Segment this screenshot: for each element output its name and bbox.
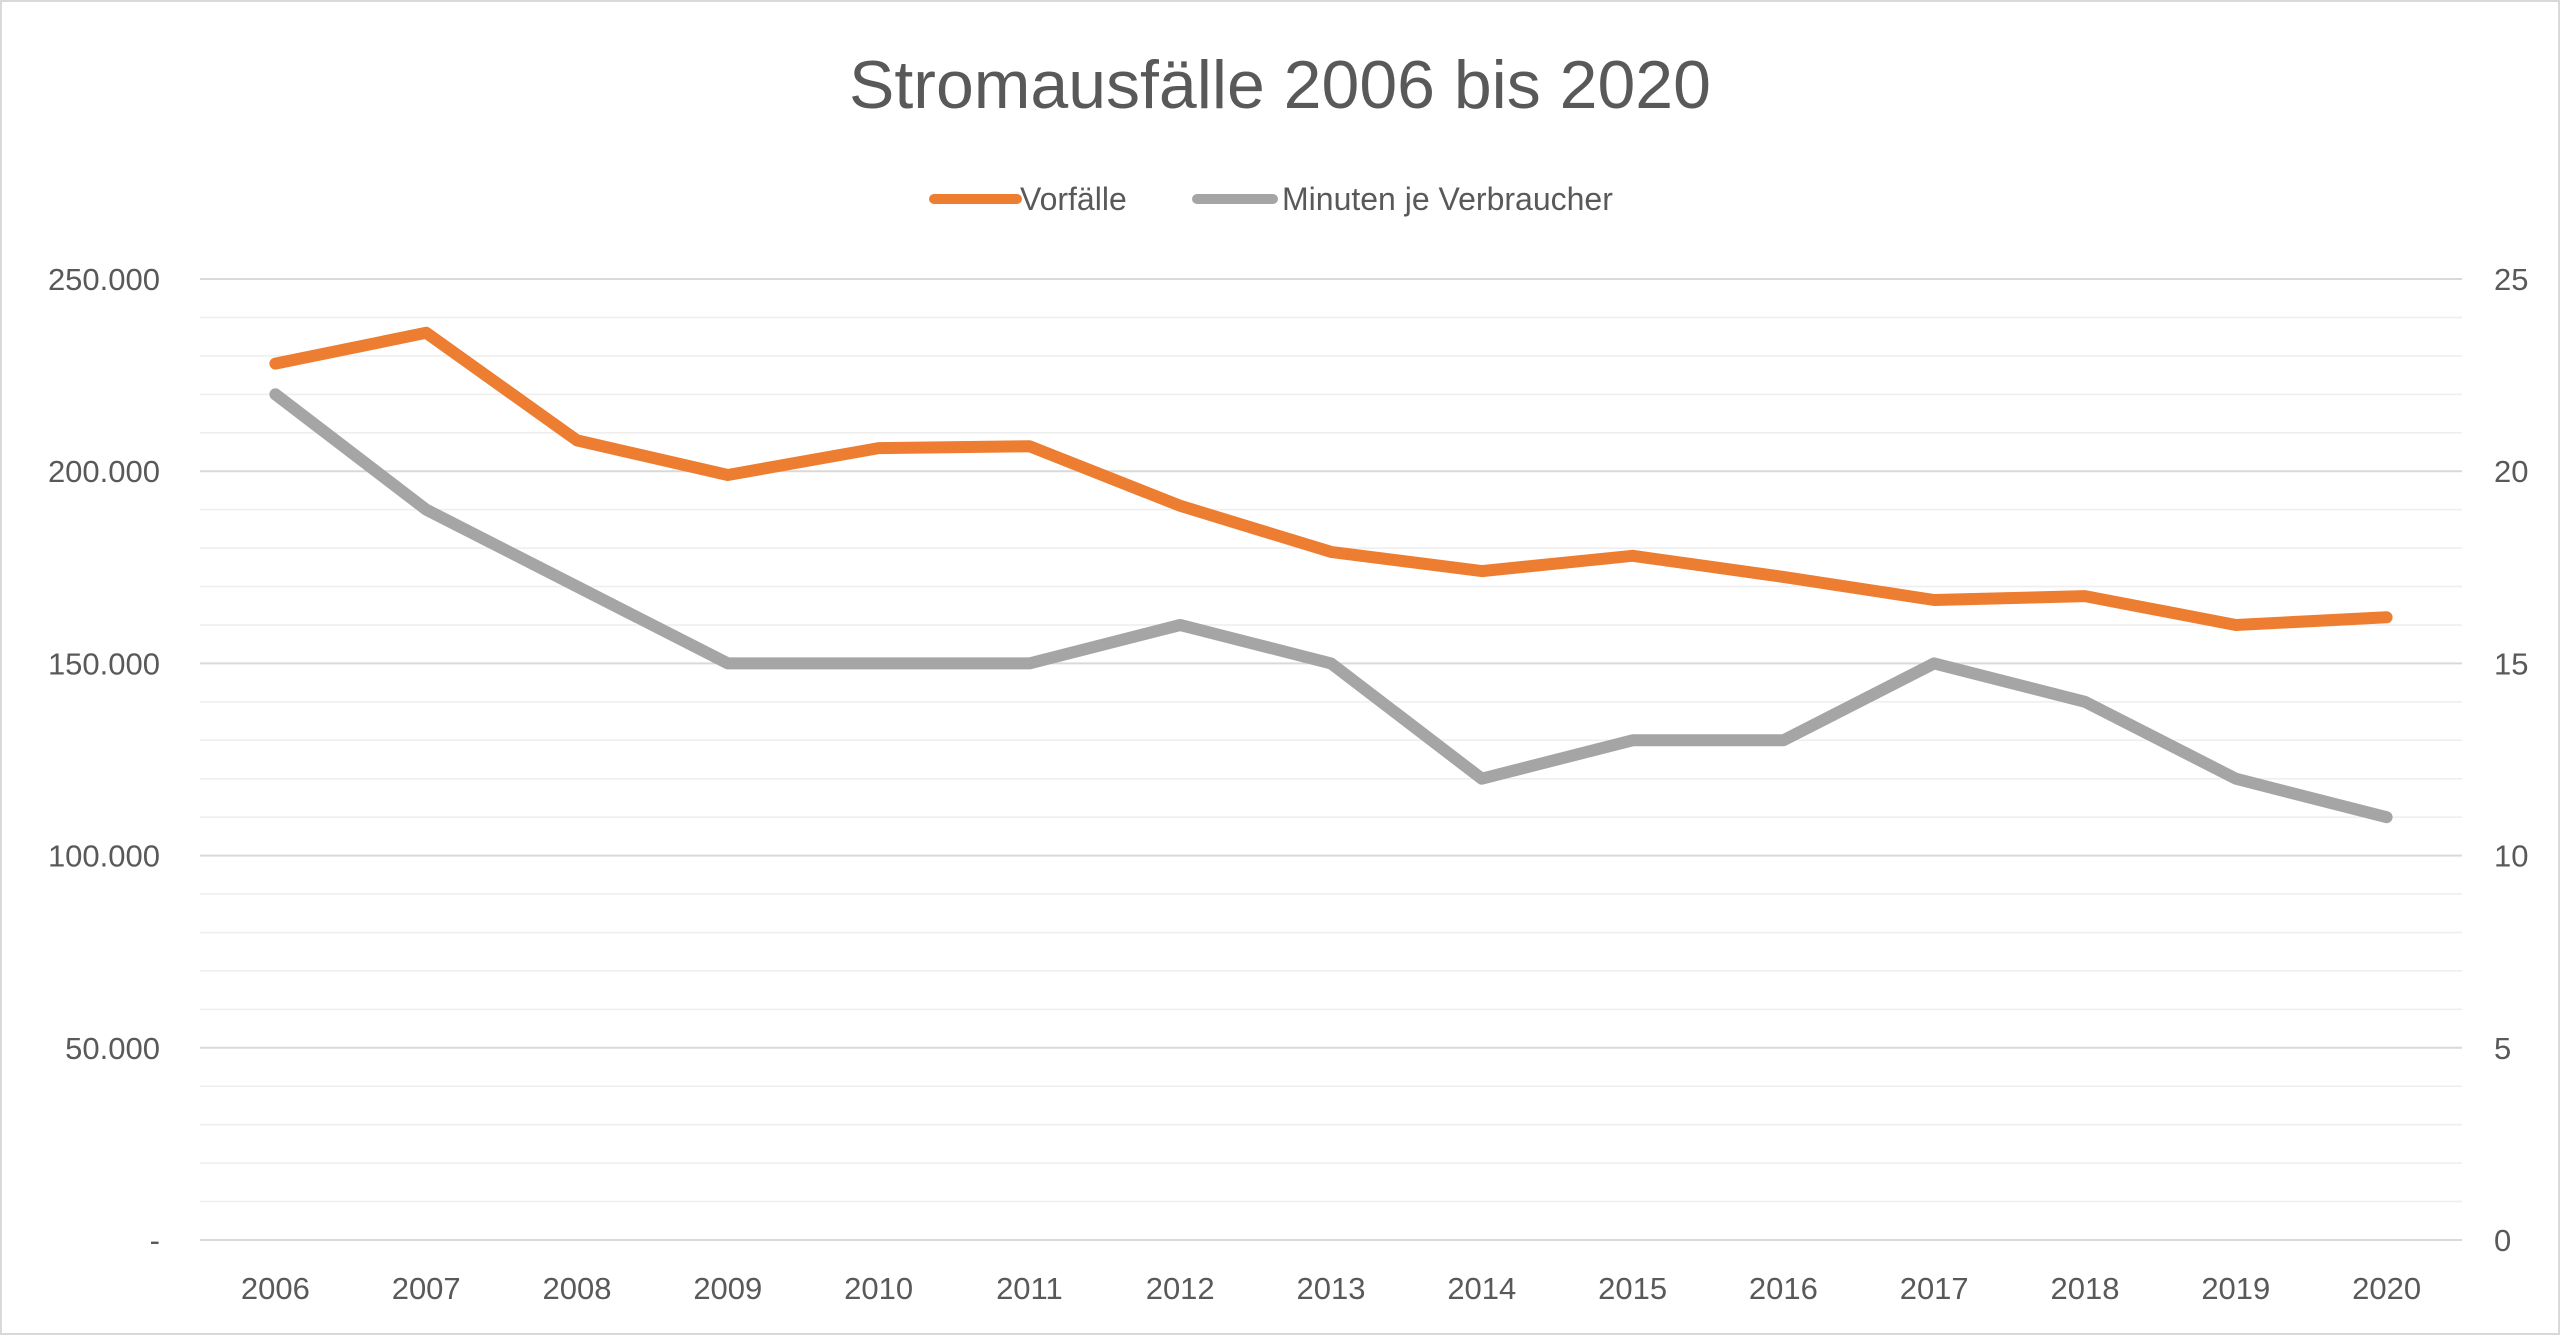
data-point	[1179, 623, 1182, 626]
data-point	[877, 447, 880, 450]
x-tick-label: 2017	[1900, 1271, 1969, 1306]
left-y-tick-label: 150.000	[48, 646, 160, 681]
right-y-tick-label: 25	[2494, 262, 2528, 297]
data-point	[1631, 739, 1634, 742]
x-tick-label: 2015	[1598, 1271, 1667, 1306]
data-point	[726, 662, 729, 665]
x-tick-label: 2008	[543, 1271, 612, 1306]
right-y-tick-label: 5	[2494, 1031, 2511, 1066]
data-point	[576, 585, 578, 588]
data-point	[576, 439, 578, 442]
data-point	[1330, 550, 1332, 553]
left-y-tick-label: 50.000	[65, 1031, 160, 1066]
data-point	[726, 474, 729, 477]
series-lines	[269, 326, 2393, 824]
data-point	[1933, 662, 1936, 665]
data-point	[1782, 575, 1785, 578]
data-point	[1933, 598, 1936, 601]
x-tick-label: 2018	[2051, 1271, 2120, 1306]
data-point	[1028, 662, 1031, 665]
data-point	[1480, 777, 1483, 780]
x-tick-label: 2009	[693, 1271, 762, 1306]
left-y-axis: - 50.000 100.000 150.000 200.000 250.000	[48, 262, 160, 1258]
chart-title: Stromausfälle 2006 bis 2020	[849, 47, 1711, 123]
x-tick-label: 2020	[2352, 1271, 2421, 1306]
left-y-tick-label: 200.000	[48, 454, 160, 489]
right-y-tick-label: 20	[2494, 454, 2528, 489]
x-tick-label: 2014	[1447, 1271, 1516, 1306]
data-point	[425, 508, 428, 511]
x-tick-label: 2013	[1297, 1271, 1366, 1306]
data-point	[1480, 570, 1483, 573]
x-tick-label: 2012	[1146, 1271, 1215, 1306]
data-point	[877, 662, 880, 665]
left-y-tick-label: 100.000	[48, 839, 160, 874]
right-y-tick-label: 0	[2494, 1223, 2511, 1258]
left-y-tick-label: -	[150, 1223, 160, 1258]
data-point	[274, 362, 277, 365]
data-point	[1631, 554, 1634, 557]
left-y-tick-label: 250.000	[48, 262, 160, 297]
right-y-tick-label: 10	[2494, 839, 2528, 874]
data-point	[1782, 739, 1785, 742]
x-axis: 2006 2007 2008 2009 2010 2011 2012 2013 2014 2015…	[241, 1271, 2421, 1306]
data-point	[2084, 595, 2086, 598]
data-point	[2234, 777, 2237, 780]
data-point	[1330, 662, 1332, 665]
x-tick-label: 2006	[241, 1271, 310, 1306]
data-point	[2385, 616, 2388, 619]
data-point	[2084, 700, 2086, 703]
x-tick-label: 2019	[2201, 1271, 2270, 1306]
right-y-axis: 0 5 10 15 20 25	[2494, 262, 2528, 1258]
right-y-tick-label: 15	[2494, 646, 2528, 681]
legend-label-minuten-je-verbraucher: Minuten je Verbraucher	[1282, 181, 1613, 217]
legend-label-vorfaelle: Vorfälle	[1020, 181, 1127, 217]
x-tick-label: 2007	[392, 1271, 461, 1306]
data-point	[1028, 445, 1031, 448]
gridlines	[200, 278, 2462, 1241]
x-tick-label: 2016	[1749, 1271, 1818, 1306]
data-point	[2234, 623, 2237, 626]
x-tick-label: 2010	[844, 1271, 913, 1306]
data-point	[425, 331, 428, 334]
data-point	[274, 393, 277, 396]
series-line-minuten-je-verbraucher	[269, 388, 2393, 824]
data-point	[2385, 816, 2388, 819]
x-tick-label: 2011	[996, 1271, 1063, 1306]
series-line-vorfaelle	[269, 326, 2393, 631]
legend: Vorfälle Minuten je Verbraucher	[929, 181, 1613, 217]
data-point	[1179, 504, 1182, 507]
